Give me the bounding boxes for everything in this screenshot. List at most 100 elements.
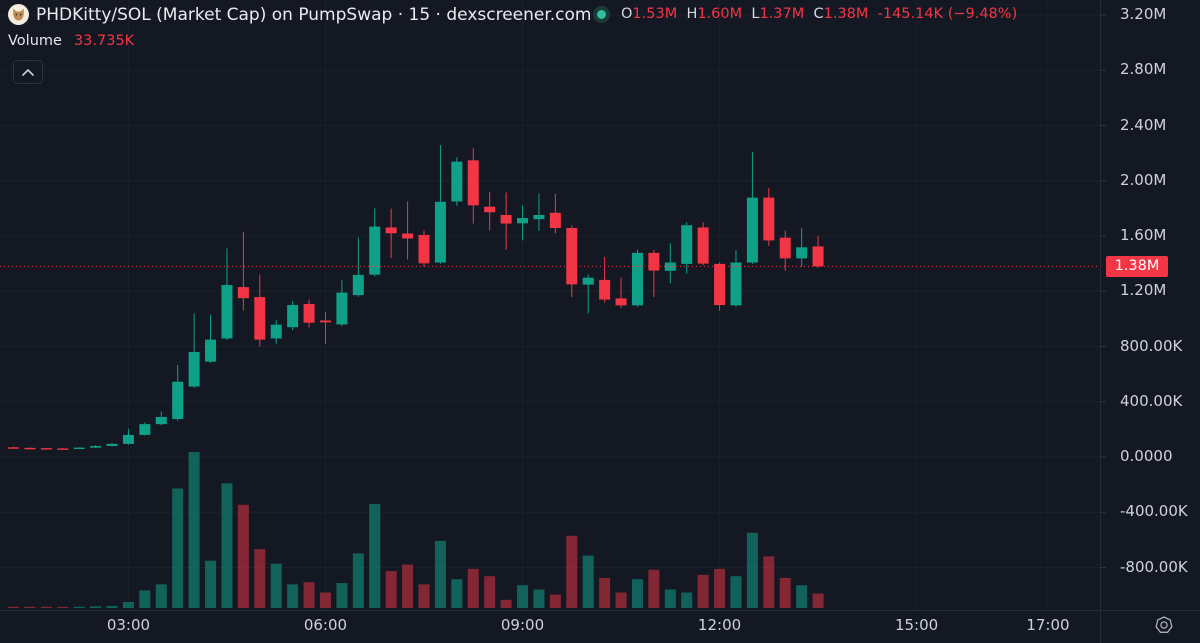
y-tick-label: 1.20M <box>1120 281 1167 300</box>
volume-bar <box>254 549 266 608</box>
collapse-volume-button[interactable] <box>13 60 43 84</box>
candle-body <box>237 287 249 299</box>
candle-body <box>779 237 791 259</box>
volume-bar <box>57 606 69 608</box>
candle-body <box>155 416 167 425</box>
volume-bar <box>8 606 19 608</box>
volume-bar <box>582 555 594 608</box>
volume-bar <box>533 589 545 608</box>
volume-bar <box>549 594 561 608</box>
chart-title: PHDKitty/SOL (Market Cap) on PumpSwap · … <box>36 4 592 25</box>
volume-bar <box>746 532 758 608</box>
candle-body <box>451 161 463 202</box>
candle-body <box>484 206 496 213</box>
volume-bar <box>40 606 52 608</box>
candle-body <box>434 201 446 263</box>
candle-body <box>467 160 479 206</box>
volume-bar <box>172 488 184 608</box>
volume-bar <box>648 569 660 608</box>
y-tick-label: -800.00K <box>1120 557 1188 576</box>
y-tick-label: -400.00K <box>1120 502 1188 521</box>
close-label: C <box>813 6 824 22</box>
x-tick-label: 12:00 <box>697 616 742 634</box>
volume-bar <box>779 577 791 608</box>
candle-body <box>205 339 217 362</box>
x-tick-label: 15:00 <box>894 616 939 634</box>
y-tick-label: 2.40M <box>1120 115 1167 134</box>
volume-bar <box>385 571 397 608</box>
volume-bar <box>763 556 775 608</box>
candle-body <box>402 233 414 239</box>
volume-bar <box>664 589 676 608</box>
change-value: -145.14K (−9.48%) <box>877 6 1018 22</box>
candle-body <box>8 447 19 449</box>
candle-body <box>599 279 611 300</box>
low-label: L <box>751 6 760 22</box>
candle-body <box>418 234 430 264</box>
candle-body <box>517 218 529 224</box>
volume-bar <box>336 583 348 608</box>
volume-bar <box>631 579 643 608</box>
volume-bar <box>730 576 742 608</box>
volume-bar <box>796 585 808 608</box>
x-tick-label: 06:00 <box>303 616 348 634</box>
volume-bar <box>352 553 364 608</box>
x-tick-label: 09:00 <box>500 616 545 634</box>
candle-body <box>352 274 364 296</box>
candle-body <box>796 247 808 259</box>
candle-body <box>664 262 676 271</box>
volume-bar <box>467 568 479 608</box>
candle-body <box>385 227 397 234</box>
y-tick-label: 800.00K <box>1120 336 1183 355</box>
volume-bar <box>106 605 118 608</box>
x-tick-label: 03:00 <box>106 616 151 634</box>
volume-bar <box>369 503 381 608</box>
live-indicator-icon[interactable] <box>597 9 606 19</box>
candle-body <box>172 381 184 420</box>
candle-body <box>303 303 315 323</box>
volume-bar <box>681 592 693 608</box>
volume-bar <box>566 535 578 608</box>
y-tick-label: 1.60M <box>1120 226 1167 244</box>
volume-bar <box>319 592 331 608</box>
price-axis-border <box>1100 0 1101 643</box>
high-label: H <box>686 6 698 22</box>
volume-bar <box>484 576 496 608</box>
volume-bar <box>418 584 430 608</box>
candle-body <box>24 447 36 450</box>
volume-bar <box>714 568 726 608</box>
volume-bar <box>615 592 627 608</box>
time-axis[interactable]: 03:00 06:00 09:00 12:00 15:00 17:00 <box>0 611 1200 643</box>
gear-icon[interactable] <box>1153 614 1175 636</box>
open-label: O <box>621 6 633 22</box>
candle-body <box>730 262 742 306</box>
candle-body <box>57 448 69 450</box>
close-value: 1.38M <box>823 6 869 22</box>
candle-body <box>549 212 561 228</box>
candle-body <box>566 227 578 285</box>
candle-body <box>697 227 709 264</box>
volume-bar <box>287 584 299 608</box>
open-value: 1.53M <box>632 6 678 22</box>
candle-body <box>336 292 348 325</box>
volume-bar <box>451 579 463 608</box>
volume-bar <box>434 540 446 608</box>
price-axis[interactable]: 1.38M 3.20M 2.80M 2.40M 2.00M 1.60M 1.20M 800.… <box>1101 0 1200 610</box>
candle-body <box>319 320 331 323</box>
volume-value: 33.735K <box>73 33 135 49</box>
candle-body <box>40 448 52 450</box>
volume-bar <box>122 601 134 608</box>
candle-body <box>287 305 299 328</box>
volume-legend: Volume 33.735K <box>8 33 134 49</box>
chevron-up-icon <box>22 68 34 76</box>
ohlc-legend: O1.53M H1.60M L1.37M C1.38M -145.14K (−9… <box>597 6 1017 22</box>
volume-bar <box>237 504 249 608</box>
volume-bar <box>402 564 414 608</box>
y-tick-label: 2.80M <box>1120 60 1167 79</box>
last-price-badge: 1.38M <box>1106 255 1168 277</box>
volume-bar <box>500 599 512 608</box>
volume-bar <box>155 584 167 608</box>
candle-body <box>681 225 693 264</box>
y-tick-label: 2.00M <box>1120 170 1167 189</box>
